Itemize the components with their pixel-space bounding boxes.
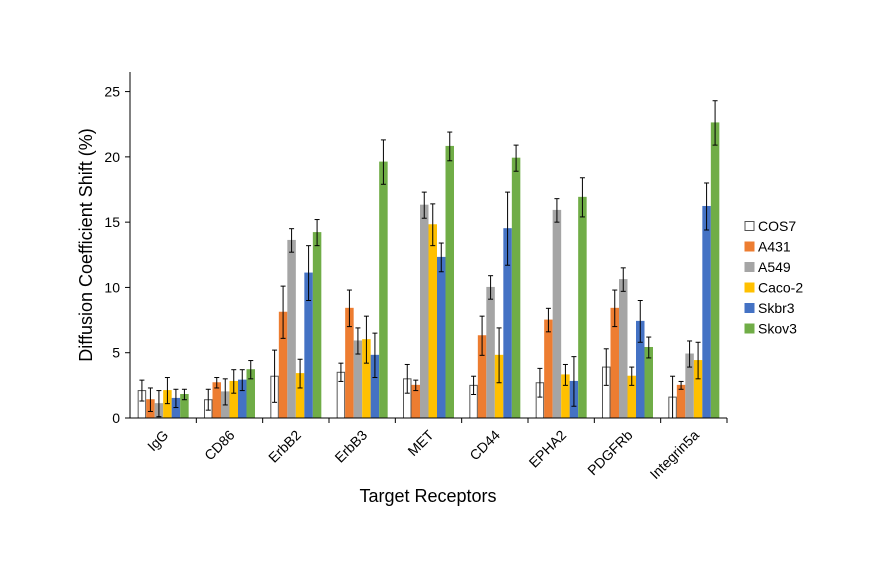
bar-skov3-erbb2 (312, 232, 322, 419)
x-tick-label-igg: IgG (144, 427, 171, 454)
y-tick-label: 10 (104, 279, 120, 295)
legend-label-caco-2: Caco-2 (758, 280, 803, 296)
legend: COS7 A431 A549 Caco-2 Skbr3 Skov3 (744, 218, 803, 337)
bar-a549-epha2 (552, 209, 562, 419)
legend-label-cos7: COS7 (758, 218, 796, 234)
legend-label-skov3: Skov3 (758, 321, 797, 337)
x-tick-label-erbb3: ErbB3 (331, 427, 370, 466)
bar-a549-met (420, 204, 429, 419)
plot-area (137, 100, 720, 419)
y-axis: 0 5 10 15 20 25 (104, 72, 131, 426)
bar-a549-pdgfrb (619, 279, 628, 419)
legend-swatch-caco-2 (744, 282, 755, 293)
legend-swatch-skbr3 (744, 303, 755, 313)
bar-a549-cd44 (486, 286, 495, 419)
bar-skov3-erbb3 (379, 161, 388, 419)
x-tick-label-integrin5a: Integrin5a (647, 427, 702, 482)
x-tick-label-cd86: CD86 (201, 427, 238, 464)
legend-swatch-a549 (744, 262, 755, 272)
bar-a431-epha2 (544, 319, 553, 419)
legend-swatch-a431 (744, 241, 755, 252)
bar-skbr3-integrin5a (702, 205, 711, 419)
x-tick-label-erbb2: ErbB2 (265, 427, 304, 466)
x-tick-label-cd44: CD44 (466, 427, 503, 464)
x-axis: IgG CD86 ErbB2 ErbB3 MET CD44 EPHA2 PDGFRb Integ… (130, 417, 728, 482)
bar-skov3-integrin5a (710, 122, 720, 419)
y-tick-label: 15 (104, 214, 120, 230)
x-tick-label-pdgfrb: PDGFRb (584, 427, 636, 479)
legend-label-a431: A431 (758, 239, 791, 255)
y-axis-title: Diffusion Coefficient Shift (%) (76, 128, 96, 361)
bar-a549-erbb2 (287, 239, 296, 419)
legend-swatch-skov3 (744, 323, 755, 334)
bar-skbr3-met (437, 256, 446, 419)
x-tick-label-met: MET (404, 426, 437, 459)
legend-swatch-cos7 (744, 221, 755, 231)
bar-caco-2-met (428, 224, 437, 419)
x-axis-title: Target Receptors (359, 486, 496, 506)
legend-label-a549: A549 (758, 259, 791, 275)
bar-a431-integrin5a (676, 384, 686, 419)
bar-skov3-cd44 (511, 157, 521, 419)
legend-label-skbr3: Skbr3 (758, 300, 795, 316)
bar-skov3-met (445, 145, 454, 419)
y-tick-label: 0 (112, 410, 120, 426)
y-tick-label: 5 (112, 345, 120, 361)
y-tick-label: 25 (104, 84, 120, 100)
x-tick-label-epha2: EPHA2 (526, 427, 570, 471)
y-tick-label: 20 (104, 149, 120, 165)
bar-skov3-epha2 (578, 196, 587, 419)
